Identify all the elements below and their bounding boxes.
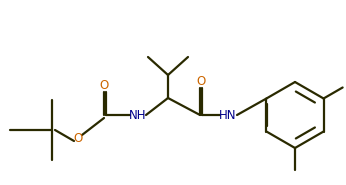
Text: O: O bbox=[197, 75, 206, 88]
Text: O: O bbox=[73, 132, 83, 144]
Text: NH: NH bbox=[129, 108, 147, 122]
Text: HN: HN bbox=[219, 108, 237, 122]
Text: O: O bbox=[99, 78, 109, 92]
